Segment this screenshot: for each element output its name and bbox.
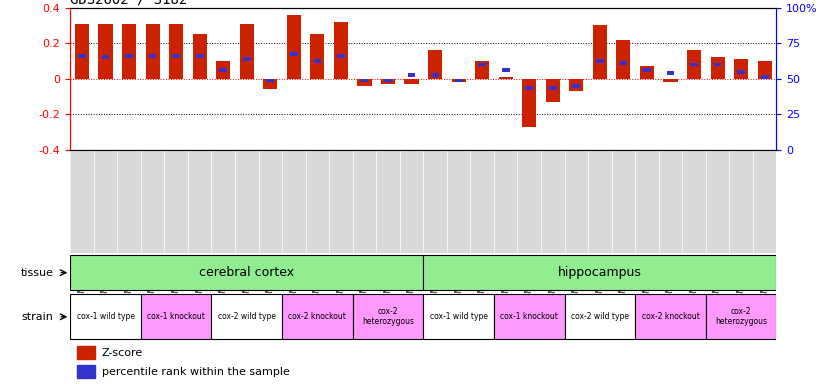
Bar xyxy=(408,73,415,77)
Bar xyxy=(267,79,274,83)
FancyBboxPatch shape xyxy=(635,294,705,339)
Bar xyxy=(78,346,95,359)
Bar xyxy=(620,61,627,65)
Bar xyxy=(149,54,156,58)
Text: strain: strain xyxy=(21,312,54,322)
FancyBboxPatch shape xyxy=(70,294,140,339)
Bar xyxy=(381,79,395,84)
Text: cox-2
heterozygous: cox-2 heterozygous xyxy=(715,307,767,326)
Bar xyxy=(240,24,254,79)
Text: GDS2602 / 3182: GDS2602 / 3182 xyxy=(70,0,188,7)
Bar xyxy=(145,24,159,79)
Bar xyxy=(75,24,89,79)
Text: cox-2 knockout: cox-2 knockout xyxy=(288,312,346,321)
Bar xyxy=(337,54,344,58)
Bar xyxy=(220,68,227,72)
Bar xyxy=(311,34,325,79)
Bar xyxy=(122,24,136,79)
Text: cox-2 wild type: cox-2 wild type xyxy=(571,312,629,321)
Bar xyxy=(314,59,321,63)
Text: cerebral cortex: cerebral cortex xyxy=(199,266,294,279)
Bar xyxy=(663,79,677,82)
Bar xyxy=(640,66,654,79)
Bar xyxy=(522,79,536,127)
Bar xyxy=(243,57,250,61)
Bar xyxy=(102,55,109,60)
Bar xyxy=(710,58,724,79)
Bar xyxy=(502,68,510,72)
Bar xyxy=(478,63,486,66)
Text: cox-2 knockout: cox-2 knockout xyxy=(642,312,700,321)
Bar xyxy=(384,79,392,83)
Bar xyxy=(334,22,348,79)
Bar xyxy=(546,79,560,102)
Text: Z-score: Z-score xyxy=(102,348,143,358)
Bar xyxy=(572,84,580,88)
Bar xyxy=(263,79,278,89)
Text: cox-1 knockout: cox-1 knockout xyxy=(501,312,558,321)
FancyBboxPatch shape xyxy=(140,294,211,339)
FancyBboxPatch shape xyxy=(282,294,353,339)
Bar xyxy=(761,75,768,79)
Bar xyxy=(428,50,442,79)
Bar xyxy=(126,54,133,58)
Text: cox-2 wild type: cox-2 wild type xyxy=(218,312,276,321)
Bar xyxy=(616,40,630,79)
Bar xyxy=(196,54,203,58)
Text: cox-2
heterozygous: cox-2 heterozygous xyxy=(362,307,414,326)
Bar xyxy=(405,79,419,84)
Bar xyxy=(216,61,230,79)
Bar xyxy=(192,34,206,79)
Bar xyxy=(358,79,372,86)
Bar xyxy=(431,73,439,77)
FancyBboxPatch shape xyxy=(564,294,635,339)
Bar xyxy=(78,365,95,378)
FancyBboxPatch shape xyxy=(494,294,564,339)
Bar xyxy=(173,54,180,58)
Bar xyxy=(169,24,183,79)
FancyBboxPatch shape xyxy=(70,255,423,290)
Bar xyxy=(475,61,489,79)
Bar xyxy=(734,59,748,79)
Bar xyxy=(596,59,604,63)
Bar xyxy=(687,50,701,79)
Bar xyxy=(287,15,301,79)
Text: cox-1 wild type: cox-1 wild type xyxy=(430,312,487,321)
Bar xyxy=(499,77,513,79)
Bar xyxy=(667,71,674,75)
Bar xyxy=(738,70,745,74)
Bar xyxy=(643,68,651,72)
Bar xyxy=(98,24,112,79)
Bar xyxy=(361,79,368,83)
Text: cox-1 knockout: cox-1 knockout xyxy=(147,312,205,321)
Bar xyxy=(290,52,297,56)
Bar xyxy=(455,79,463,83)
FancyBboxPatch shape xyxy=(423,294,494,339)
Text: cox-1 wild type: cox-1 wild type xyxy=(77,312,135,321)
Bar xyxy=(714,63,721,66)
Bar xyxy=(569,79,583,91)
FancyBboxPatch shape xyxy=(705,294,776,339)
Text: percentile rank within the sample: percentile rank within the sample xyxy=(102,367,290,377)
Bar xyxy=(525,86,533,89)
Text: hippocampus: hippocampus xyxy=(558,266,642,279)
Text: tissue: tissue xyxy=(21,268,54,278)
FancyBboxPatch shape xyxy=(353,294,423,339)
Bar xyxy=(757,61,771,79)
Bar xyxy=(78,54,86,58)
FancyBboxPatch shape xyxy=(211,294,282,339)
Bar xyxy=(691,63,698,66)
Bar xyxy=(549,86,557,89)
Bar xyxy=(452,79,466,82)
Bar xyxy=(593,25,607,79)
FancyBboxPatch shape xyxy=(423,255,776,290)
